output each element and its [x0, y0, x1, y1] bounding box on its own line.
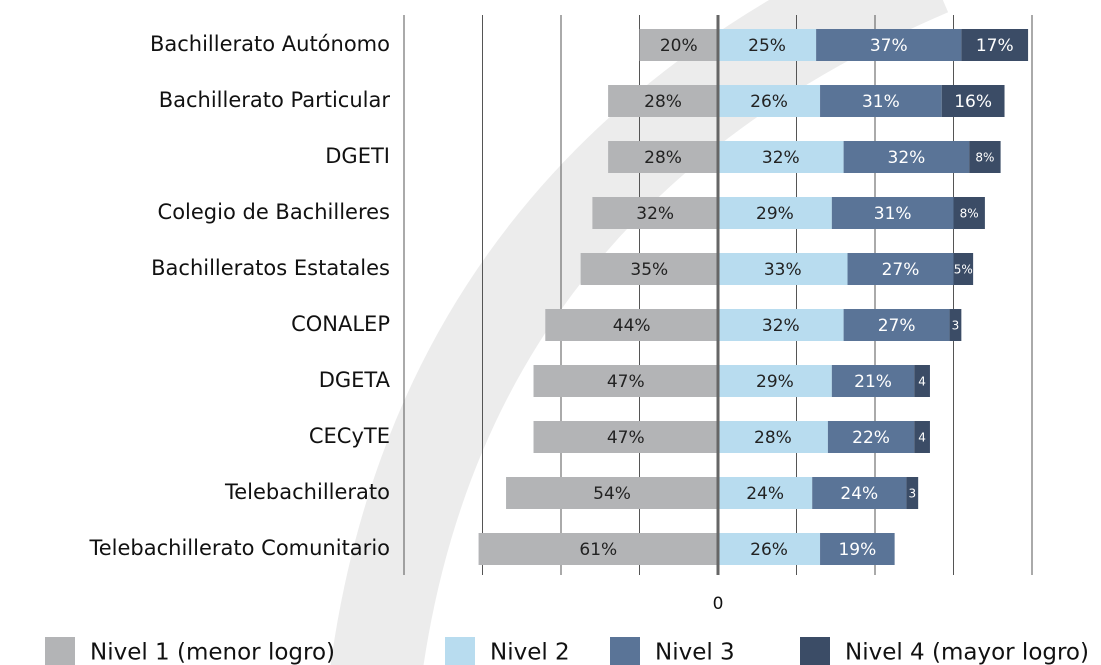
bar-segment	[478, 533, 718, 565]
value-label: 33%	[764, 260, 802, 280]
bar-segment	[533, 365, 718, 397]
value-label: 35%	[630, 260, 668, 280]
value-label: 37%	[870, 36, 908, 56]
bar-segment	[545, 309, 718, 341]
bar-segment	[914, 421, 930, 453]
bar-segment	[718, 477, 813, 509]
bar-segment	[953, 197, 985, 229]
value-label: 3	[952, 319, 960, 333]
x-tick-label: 0	[713, 594, 724, 614]
category-label: Telebachillerato Comunitario	[88, 536, 390, 560]
bar-segment	[718, 141, 844, 173]
bar-segment	[969, 141, 1001, 173]
legend-swatch	[445, 637, 475, 665]
value-label: 47%	[607, 372, 645, 392]
value-label: 28%	[754, 428, 792, 448]
bar-segment	[718, 421, 828, 453]
value-label: 5%	[954, 263, 973, 277]
bar-segment	[843, 141, 970, 173]
value-label: 24%	[840, 484, 878, 504]
bar-segment	[718, 533, 821, 565]
bar-segment	[831, 365, 915, 397]
value-label: 54%	[593, 484, 631, 504]
value-label: 3	[908, 487, 916, 501]
value-label: 32%	[888, 148, 926, 168]
value-label: 31%	[874, 204, 912, 224]
bar-segment	[718, 309, 844, 341]
legend-label: Nivel 4 (mayor logro)	[845, 640, 1089, 665]
bar-segment	[820, 85, 942, 117]
value-label: 32%	[762, 148, 800, 168]
bar-segment	[816, 29, 962, 61]
value-label: 61%	[579, 540, 617, 560]
value-label: 31%	[862, 92, 900, 112]
value-label: 24%	[746, 484, 784, 504]
bar-segment	[718, 85, 821, 117]
bar-segment	[718, 253, 848, 285]
bar-segment	[718, 365, 832, 397]
bar-segment	[949, 309, 962, 341]
category-label: Telebachillerato	[224, 480, 390, 504]
bar-segment	[533, 421, 718, 453]
category-label: Bachilleratos Estatales	[151, 256, 390, 280]
legend-label: Nivel 2	[490, 640, 570, 665]
value-label: 21%	[854, 372, 892, 392]
category-label: Bachillerato Autónomo	[150, 32, 390, 56]
bar-segment	[608, 85, 718, 117]
bar-segment	[639, 29, 718, 61]
bar-segment	[847, 253, 954, 285]
value-label: 4	[918, 431, 926, 445]
bar-segment	[941, 85, 1005, 117]
bar-segment	[592, 197, 718, 229]
bar-segment	[580, 253, 718, 285]
legend-swatch	[610, 637, 640, 665]
value-label: 26%	[750, 92, 788, 112]
category-label: CECyTE	[309, 424, 390, 448]
category-label: Colegio de Bachilleres	[158, 200, 390, 224]
value-label: 17%	[976, 36, 1014, 56]
value-label: 44%	[613, 316, 651, 336]
legend-swatch	[45, 637, 75, 665]
value-label: 27%	[878, 316, 916, 336]
bar-segment	[506, 477, 718, 509]
value-label: 47%	[607, 428, 645, 448]
category-label: Bachillerato Particular	[159, 88, 391, 112]
value-label: 32%	[636, 204, 674, 224]
value-label: 28%	[644, 92, 682, 112]
value-label: 29%	[756, 372, 794, 392]
category-label: DGETA	[319, 368, 391, 392]
value-label: 32%	[762, 316, 800, 336]
value-label: 25%	[748, 36, 786, 56]
value-label: 20%	[660, 36, 698, 56]
bar-segment	[820, 533, 895, 565]
value-label: 28%	[644, 148, 682, 168]
bar-segment	[906, 477, 919, 509]
bar-segment	[812, 477, 907, 509]
bar-segment	[843, 309, 950, 341]
bar-segment	[827, 421, 915, 453]
legend-label: Nivel 1 (menor logro)	[90, 640, 335, 665]
category-label: DGETI	[325, 144, 390, 168]
legend-swatch	[800, 637, 830, 665]
bar-segment	[718, 197, 832, 229]
value-label: 4	[918, 375, 926, 389]
value-label: 16%	[954, 92, 992, 112]
bar-segment	[718, 29, 817, 61]
value-label: 8%	[975, 151, 994, 165]
value-label: 22%	[852, 428, 890, 448]
value-label: 8%	[960, 207, 979, 221]
legend-label: Nivel 3	[655, 640, 735, 665]
bar-segment	[831, 197, 954, 229]
value-label: 29%	[756, 204, 794, 224]
category-label: CONALEP	[291, 312, 390, 336]
value-label: 27%	[882, 260, 920, 280]
bar-segment	[961, 29, 1029, 61]
bar-segment	[914, 365, 930, 397]
bar-segment	[608, 141, 718, 173]
value-label: 19%	[838, 540, 876, 560]
value-label: 26%	[750, 540, 788, 560]
bar-segment	[953, 253, 974, 285]
